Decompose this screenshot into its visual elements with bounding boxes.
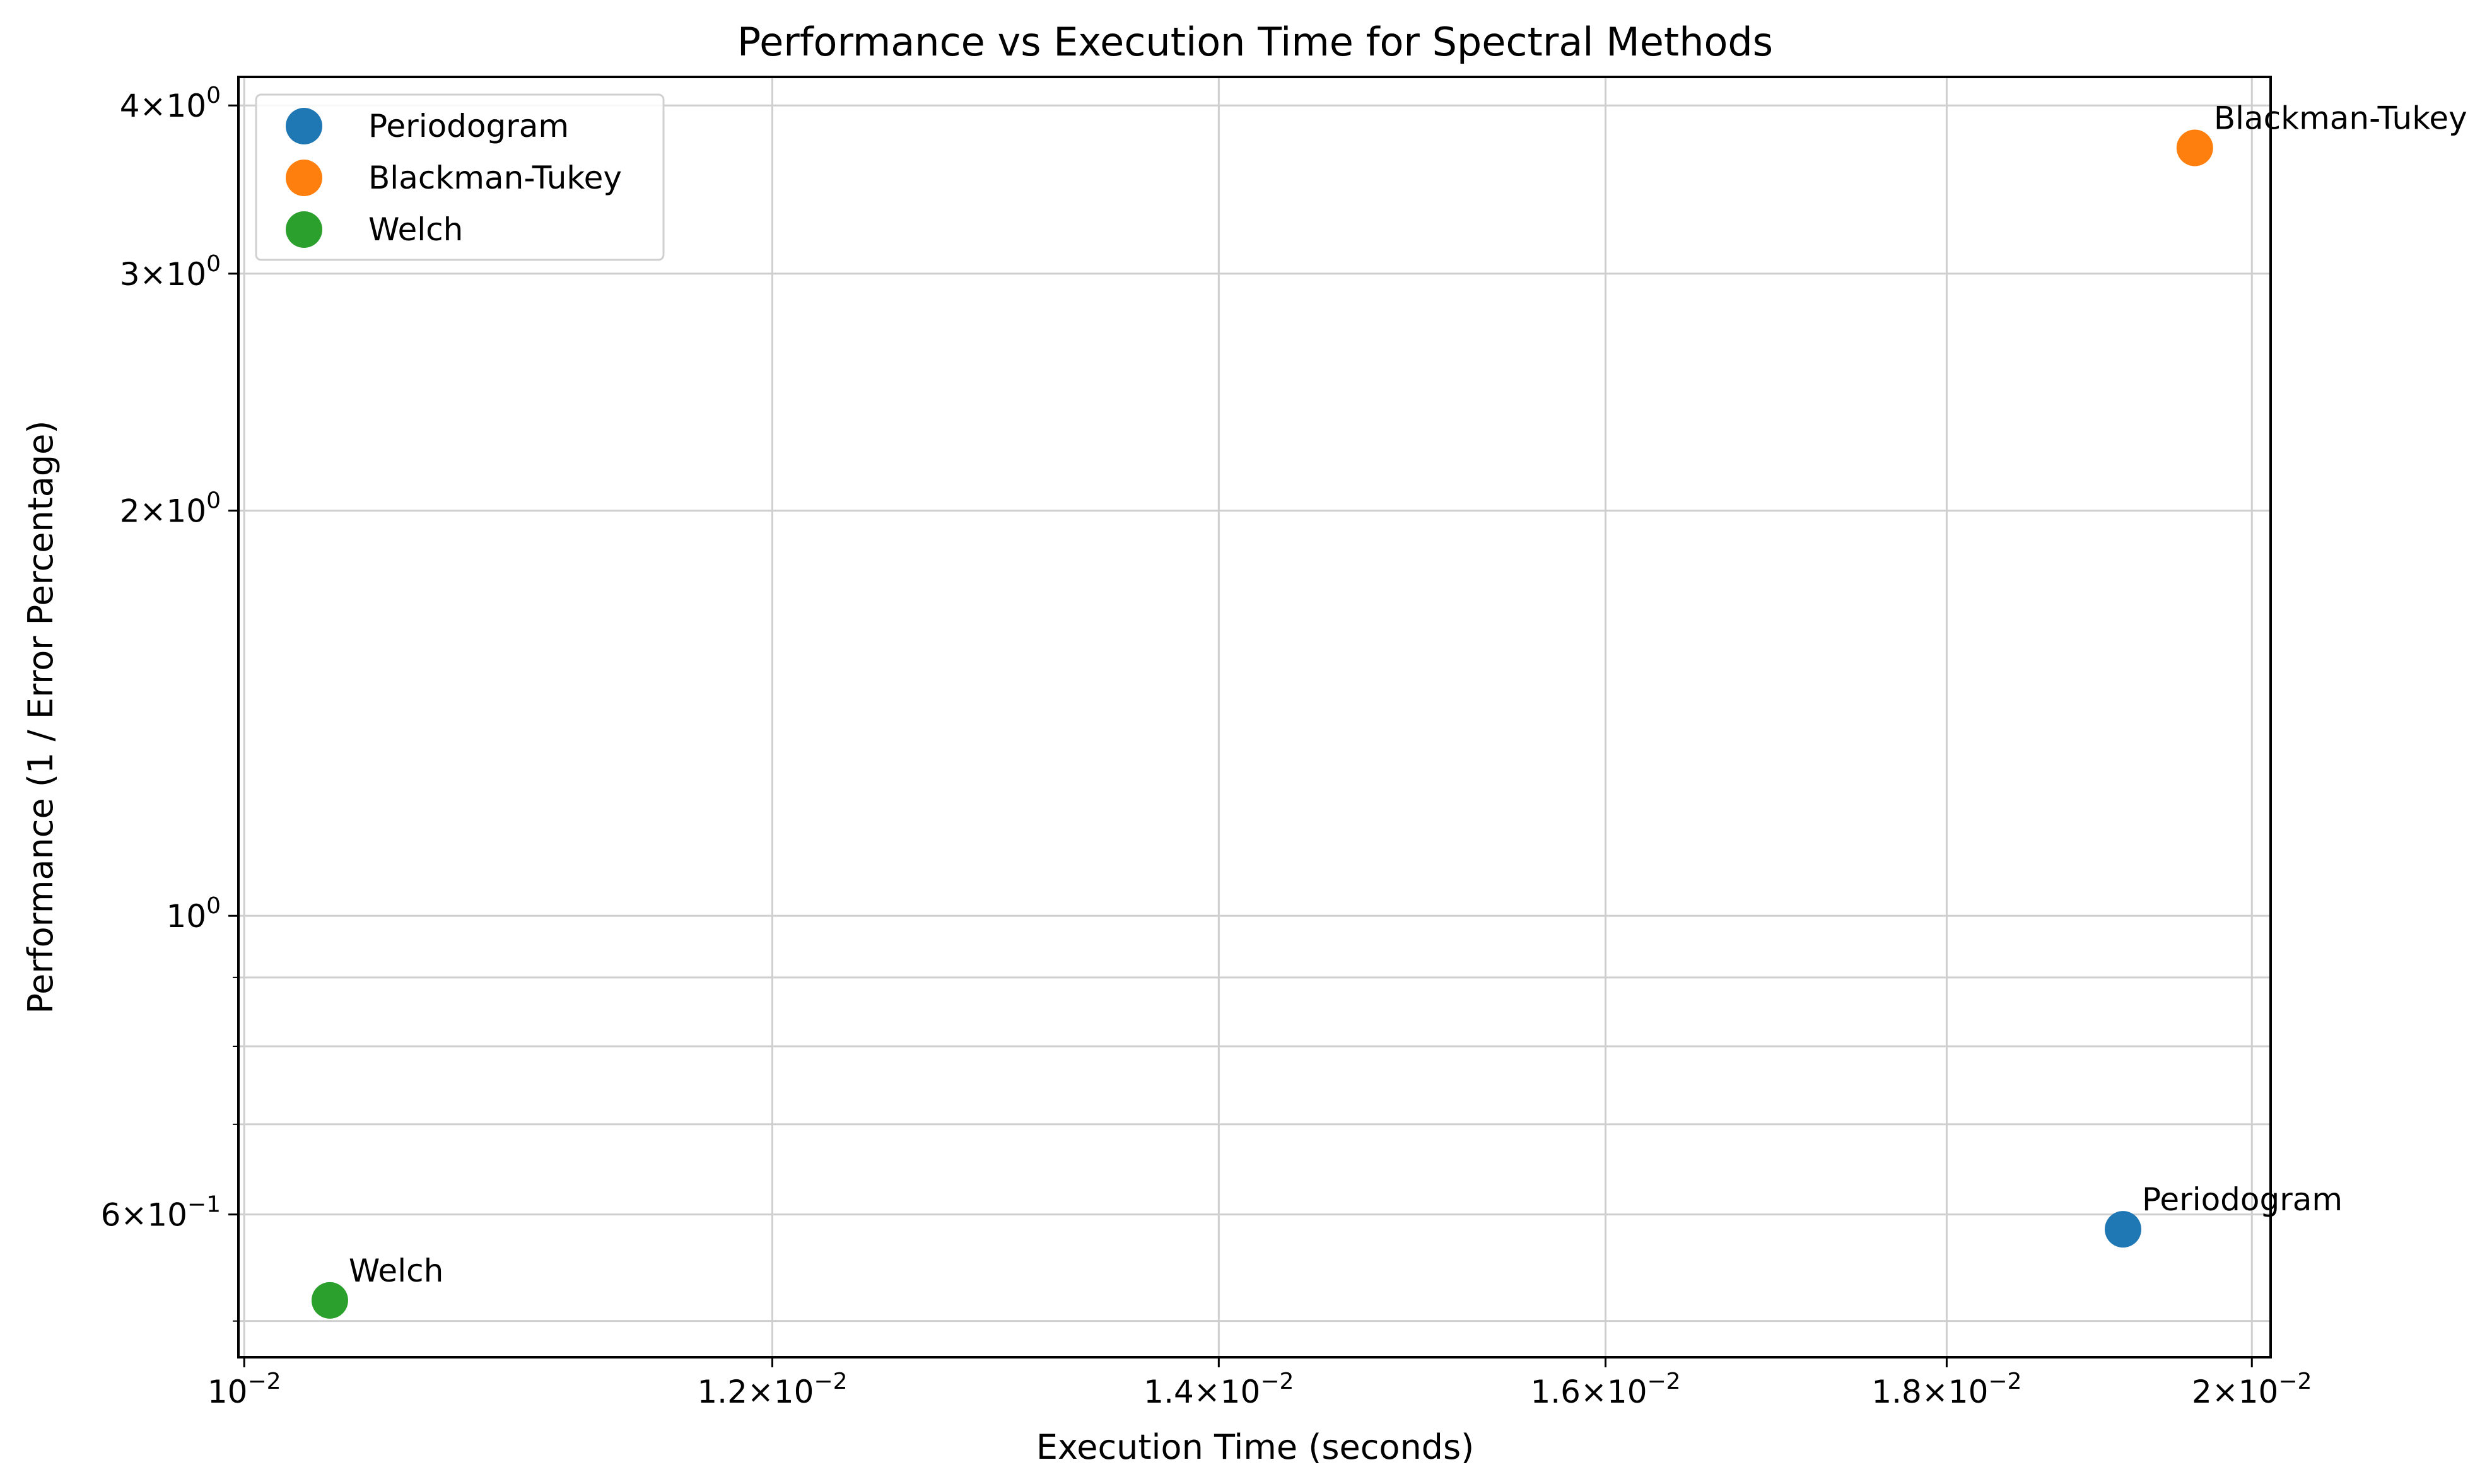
data-point-periodogram [2105,1211,2142,1248]
legend-marker [286,108,322,144]
legend-marker [286,211,322,248]
y-tick-label: 3×100 [120,251,221,293]
legend-marker [286,160,322,196]
legend-label: Blackman-Tukey [368,160,622,196]
legend-label: Welch [368,211,463,248]
point-annotations: Periodogram Blackman-Tukey Welch [349,100,2467,1288]
point-label: Periodogram [2142,1181,2343,1218]
data-points [311,129,2213,1319]
legend: Periodogram Blackman-Tukey Welch [255,93,665,261]
y-tick-label: 100 [166,893,221,935]
plot-area-frame [237,76,2272,1358]
y-tick-label: 2×100 [120,488,221,530]
x-axis-label: Execution Time (seconds) [1036,1427,1474,1467]
point-label: Blackman-Tukey [2214,100,2467,136]
data-point-blackman-tukey [2176,129,2213,167]
grid-lines [238,77,2271,1357]
point-label: Welch [349,1253,443,1289]
data-point-welch [311,1282,348,1319]
chart-title: Performance vs Execution Time for Spectr… [737,19,1773,65]
legend-box [255,93,665,261]
legend-label: Periodogram [368,108,569,144]
y-axis-label: Performance (1 / Error Percentage) [21,421,61,1014]
y-tick-label: 4×100 [120,83,221,124]
x-tick-label: 1.8×10−2 [1871,1369,2021,1410]
